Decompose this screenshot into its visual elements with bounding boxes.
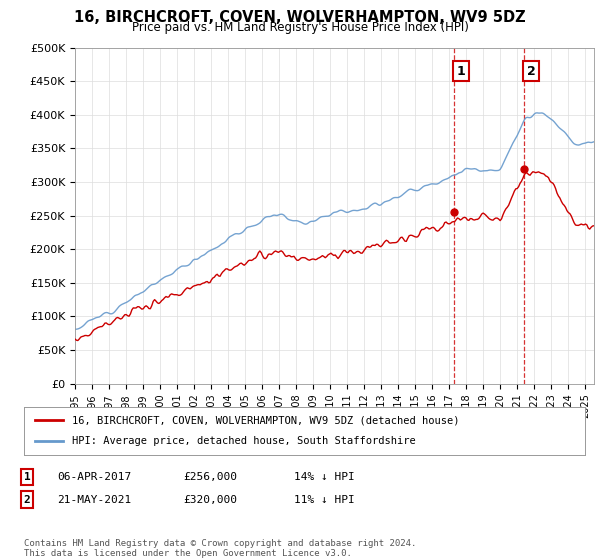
- Text: 1: 1: [457, 64, 465, 78]
- Text: £256,000: £256,000: [183, 472, 237, 482]
- Text: 1: 1: [23, 472, 31, 482]
- Text: 16, BIRCHCROFT, COVEN, WOLVERHAMPTON, WV9 5DZ (detached house): 16, BIRCHCROFT, COVEN, WOLVERHAMPTON, WV…: [71, 416, 459, 426]
- Text: £320,000: £320,000: [183, 494, 237, 505]
- Text: Price paid vs. HM Land Registry's House Price Index (HPI): Price paid vs. HM Land Registry's House …: [131, 21, 469, 34]
- Text: Contains HM Land Registry data © Crown copyright and database right 2024.
This d: Contains HM Land Registry data © Crown c…: [24, 539, 416, 558]
- Text: 06-APR-2017: 06-APR-2017: [57, 472, 131, 482]
- Text: 2: 2: [23, 494, 31, 505]
- Text: 16, BIRCHCROFT, COVEN, WOLVERHAMPTON, WV9 5DZ: 16, BIRCHCROFT, COVEN, WOLVERHAMPTON, WV…: [74, 10, 526, 25]
- Text: 11% ↓ HPI: 11% ↓ HPI: [294, 494, 355, 505]
- Text: 2: 2: [527, 64, 535, 78]
- Text: 21-MAY-2021: 21-MAY-2021: [57, 494, 131, 505]
- Text: HPI: Average price, detached house, South Staffordshire: HPI: Average price, detached house, Sout…: [71, 436, 415, 446]
- Text: 14% ↓ HPI: 14% ↓ HPI: [294, 472, 355, 482]
